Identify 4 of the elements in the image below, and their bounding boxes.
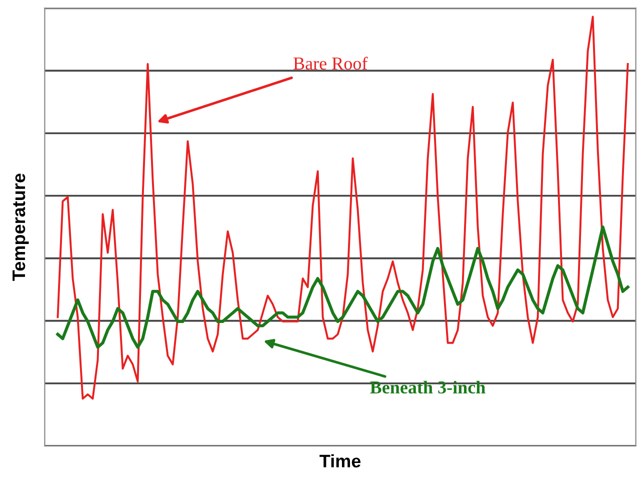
annotation: Beneath 3-inch [370, 380, 486, 394]
x-axis-title: Time [320, 454, 361, 468]
y-axis-title: Temperature [12, 174, 29, 281]
annotation: Bare Roof [294, 56, 368, 70]
